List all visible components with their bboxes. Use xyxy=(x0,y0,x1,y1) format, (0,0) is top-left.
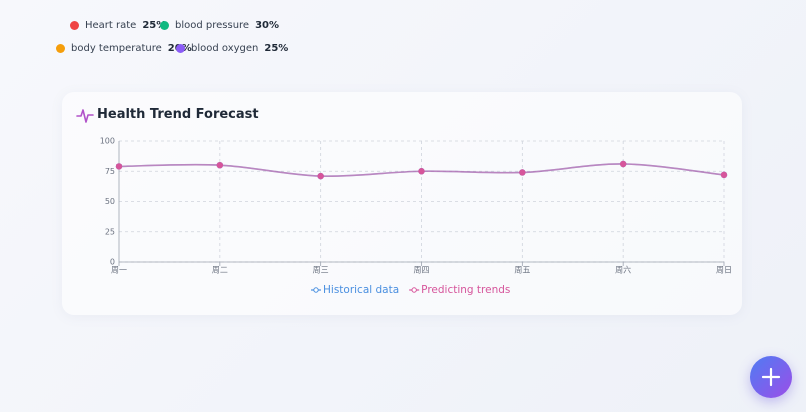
y-tick-label: 25 xyxy=(105,227,115,236)
legend-label: Historical data xyxy=(323,284,399,296)
data-point xyxy=(216,162,224,169)
stat-label: blood pressure xyxy=(175,20,250,31)
add-button[interactable] xyxy=(750,356,792,398)
stat-label: Heart rate xyxy=(85,20,137,31)
y-tick-label: 75 xyxy=(105,167,115,176)
stat-dot xyxy=(56,44,65,53)
stat-value: 25% xyxy=(264,43,289,54)
y-tick-label: 50 xyxy=(105,197,115,206)
stat-item: blood oxygen 25% xyxy=(176,43,288,54)
stat-item: Heart rate 25% xyxy=(70,20,166,31)
x-tick-label: 周六 xyxy=(615,265,631,275)
stat-dot xyxy=(70,21,79,30)
stat-dot xyxy=(160,21,169,30)
y-tick-label: 100 xyxy=(100,137,115,146)
x-tick-label: 周四 xyxy=(414,266,430,275)
legend-label: Predicting trends xyxy=(421,284,510,296)
data-point xyxy=(317,172,324,180)
stat-item: blood pressure 30% xyxy=(160,20,279,31)
stat-value: 30% xyxy=(255,20,280,31)
stat-dot xyxy=(176,44,185,53)
data-point xyxy=(519,169,526,176)
x-tick-label: 周日 xyxy=(716,266,732,275)
data-point xyxy=(115,163,123,170)
plus-icon xyxy=(761,367,781,387)
legend-marker xyxy=(313,287,319,293)
data-point xyxy=(619,160,627,168)
stat-label: blood oxygen xyxy=(191,43,259,54)
x-tick-label: 周二 xyxy=(212,266,228,275)
trend-card: Health Trend Forecast xyxy=(62,92,742,315)
pulse-icon xyxy=(76,109,94,123)
card-title: Health Trend Forecast xyxy=(97,107,259,122)
x-tick-label: 周三 xyxy=(313,266,329,275)
legend-marker xyxy=(411,287,417,293)
data-point xyxy=(720,171,728,179)
stat-label: body temperature xyxy=(71,43,162,54)
data-point xyxy=(418,168,425,175)
stat-value: 25% xyxy=(142,20,167,31)
x-tick-label: 周一 xyxy=(111,266,127,275)
x-tick-label: 周五 xyxy=(514,266,530,275)
y-tick-label: 0 xyxy=(110,258,115,267)
